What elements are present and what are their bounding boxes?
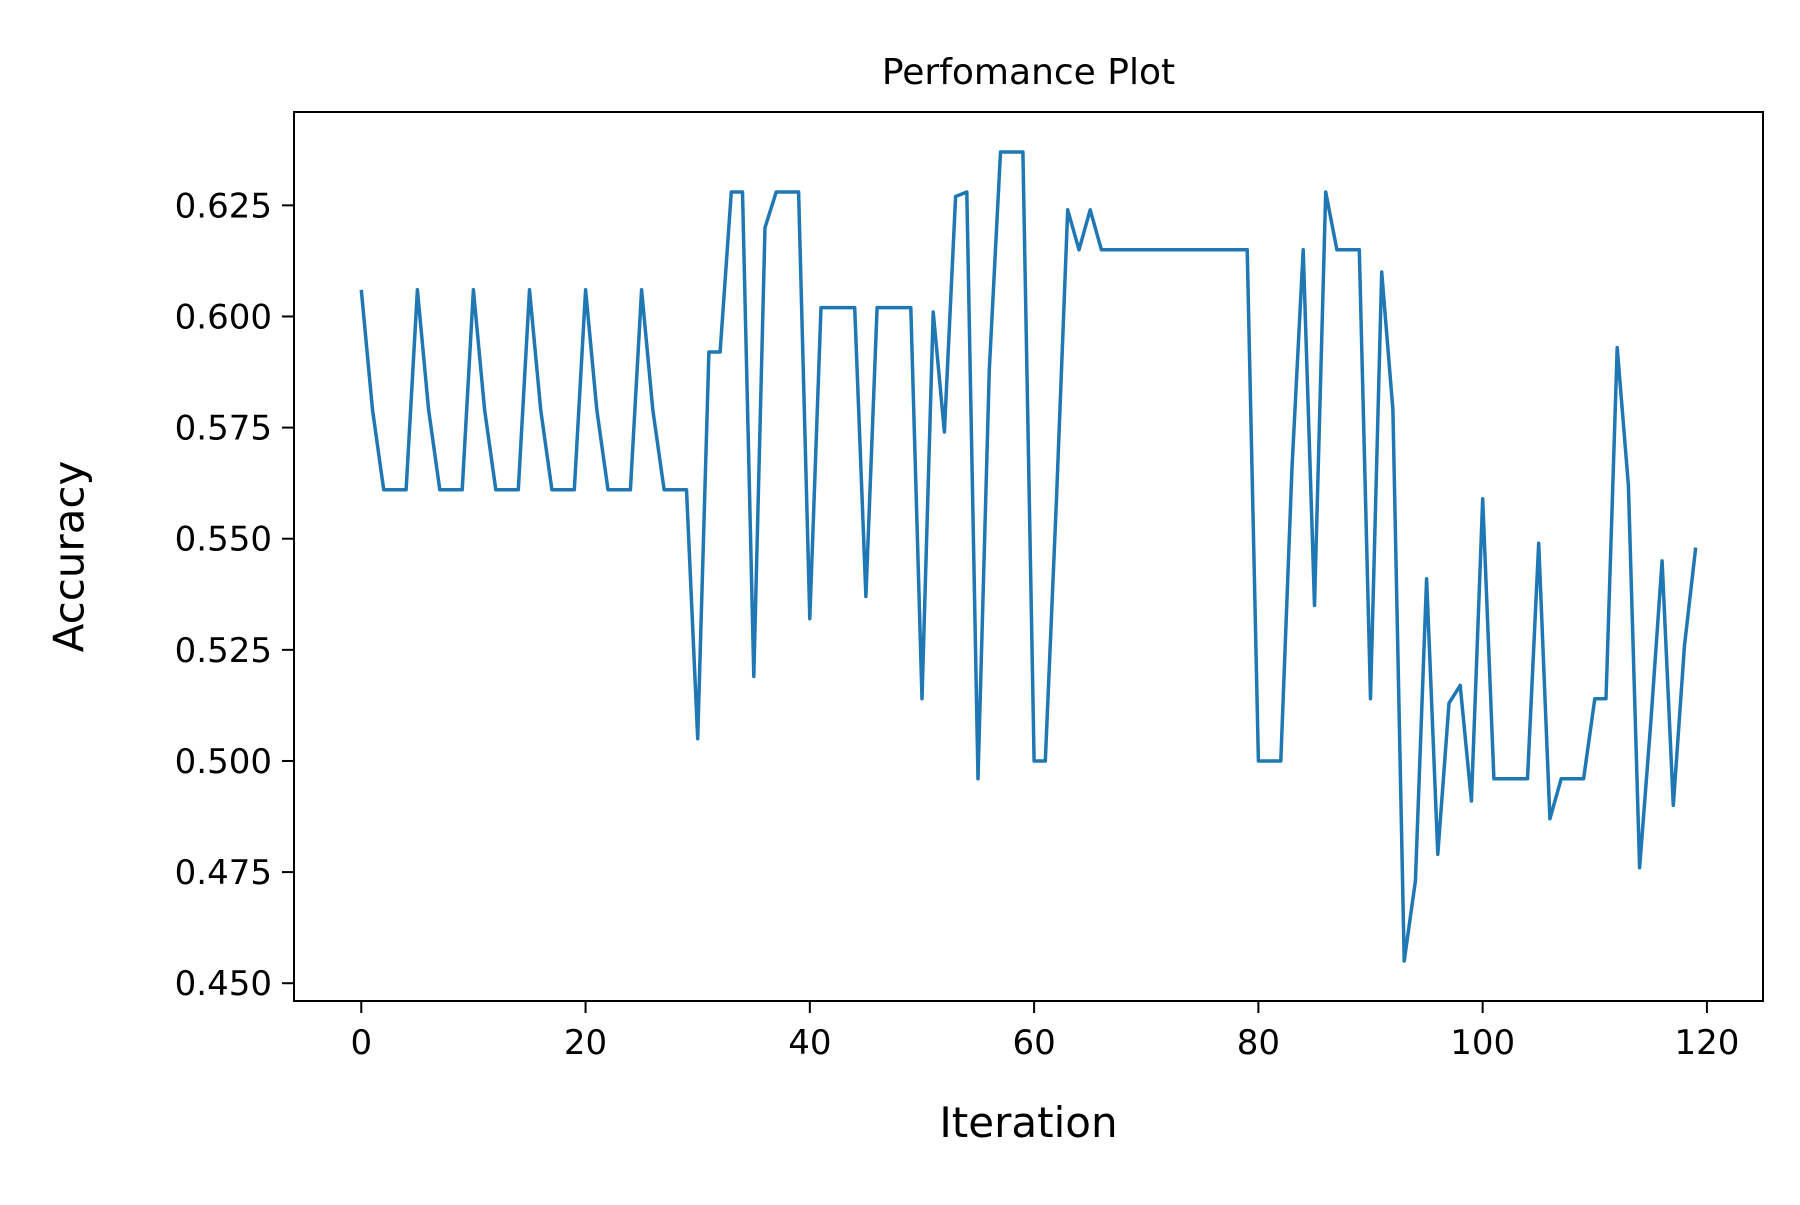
x-tick-label: 0: [350, 1023, 372, 1063]
x-tick-label: 60: [1012, 1023, 1055, 1063]
y-tick-label: 0.500: [175, 742, 272, 782]
y-axis-title: Accuracy: [45, 461, 94, 653]
chart-title: Perfomance Plot: [882, 52, 1175, 93]
x-axis: 0 20 40 60 80 100 120: [350, 1001, 1739, 1063]
x-tick-label: 80: [1237, 1023, 1280, 1063]
plot-frame: [293, 111, 1764, 1002]
x-tick-label: 100: [1450, 1023, 1515, 1063]
y-tick-label: 0.625: [175, 186, 272, 226]
plot-area: [293, 111, 1764, 1002]
x-tick-label: 40: [788, 1023, 831, 1063]
series-line-0: [359, 150, 1698, 963]
x-tick-label: 20: [564, 1023, 607, 1063]
y-tick-label: 0.450: [175, 964, 272, 1004]
x-axis-title: Iteration: [939, 1098, 1117, 1147]
y-tick-label: 0.525: [175, 631, 272, 671]
y-axis: 0.450 0.475 0.500 0.525 0.550 0.575 0.600 0.625: [175, 186, 294, 1004]
x-tick-label: 120: [1674, 1023, 1739, 1063]
y-tick-label: 0.575: [175, 409, 272, 449]
y-tick-label: 0.550: [175, 520, 272, 560]
y-tick-label: 0.475: [175, 853, 272, 893]
y-tick-label: 0.600: [175, 297, 272, 337]
